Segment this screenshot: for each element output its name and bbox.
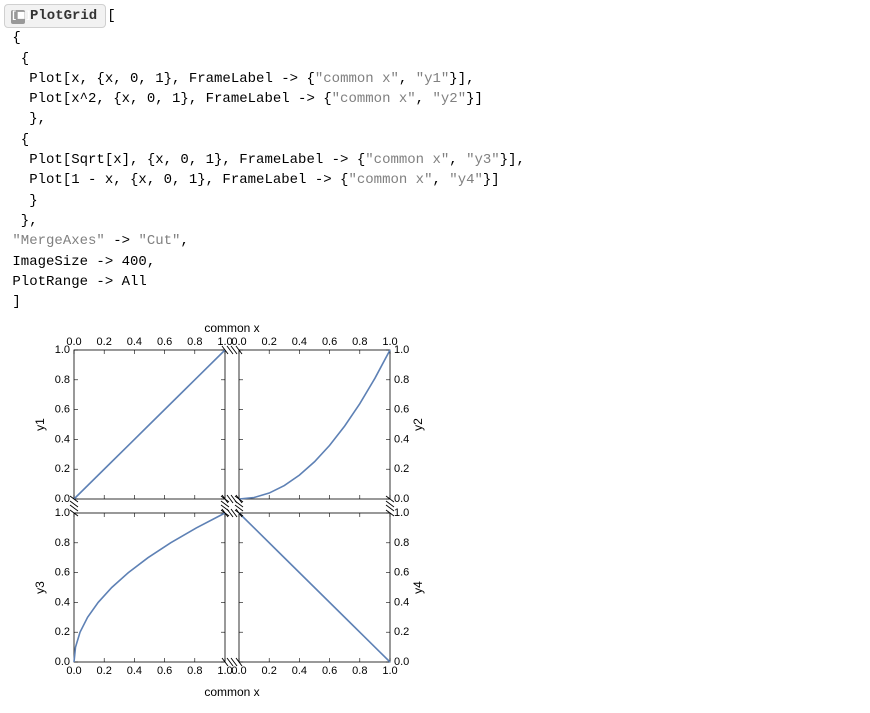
code-text: }], bbox=[500, 152, 525, 168]
code-string: "common x" bbox=[332, 91, 416, 107]
svg-text:0.0: 0.0 bbox=[55, 493, 70, 505]
svg-text:0.4: 0.4 bbox=[127, 665, 142, 677]
svg-text:0.4: 0.4 bbox=[394, 434, 409, 446]
svg-text:1.0: 1.0 bbox=[394, 507, 409, 519]
resource-function-box[interactable]: [◼] PlotGrid bbox=[4, 4, 106, 28]
code-string: "y3" bbox=[466, 152, 500, 168]
code-text: , bbox=[416, 91, 433, 107]
code-string: "common x" bbox=[348, 172, 432, 188]
svg-text:y1: y1 bbox=[33, 418, 47, 431]
code-string: "Cut" bbox=[138, 233, 180, 249]
code-text: Plot[x^2, {x, 0, 1}, FrameLabel -> { bbox=[4, 91, 332, 107]
svg-text:0.0: 0.0 bbox=[66, 665, 81, 677]
resource-tag-icon: [◼] bbox=[11, 10, 25, 24]
svg-text:0.8: 0.8 bbox=[394, 374, 409, 386]
svg-text:y2: y2 bbox=[411, 418, 425, 431]
svg-text:0.2: 0.2 bbox=[394, 464, 409, 476]
code-text: -> bbox=[105, 233, 139, 249]
svg-text:0.8: 0.8 bbox=[394, 537, 409, 549]
svg-text:0.2: 0.2 bbox=[97, 336, 112, 348]
code-text: { bbox=[4, 132, 29, 148]
svg-text:0.6: 0.6 bbox=[322, 665, 337, 677]
code-text: , bbox=[399, 71, 416, 87]
code-string: "y1" bbox=[416, 71, 450, 87]
code-string: "y2" bbox=[432, 91, 466, 107]
svg-text:1.0: 1.0 bbox=[217, 665, 232, 677]
code-text: , bbox=[432, 172, 449, 188]
code-string: "common x" bbox=[365, 152, 449, 168]
code-text: PlotRange -> All bbox=[4, 274, 147, 290]
svg-text:common x: common x bbox=[204, 685, 259, 699]
code-text: , bbox=[180, 233, 188, 249]
code-text: }, bbox=[4, 111, 46, 127]
svg-text:0.8: 0.8 bbox=[352, 665, 367, 677]
svg-text:0.6: 0.6 bbox=[322, 336, 337, 348]
resource-function-name: PlotGrid bbox=[30, 8, 97, 24]
code-text: } bbox=[4, 193, 38, 209]
code-string: "MergeAxes" bbox=[12, 233, 104, 249]
svg-text:0.0: 0.0 bbox=[394, 493, 409, 505]
svg-text:0.6: 0.6 bbox=[394, 404, 409, 416]
svg-text:0.8: 0.8 bbox=[187, 665, 202, 677]
svg-text:0.2: 0.2 bbox=[262, 665, 277, 677]
svg-text:0.6: 0.6 bbox=[394, 567, 409, 579]
svg-text:0.8: 0.8 bbox=[55, 374, 70, 386]
svg-text:common x: common x bbox=[204, 322, 259, 335]
output-plot: 0.00.20.40.60.81.00.00.20.40.60.81.00.00… bbox=[0, 316, 870, 713]
svg-text:0.6: 0.6 bbox=[55, 404, 70, 416]
svg-text:0.0: 0.0 bbox=[231, 336, 246, 348]
svg-text:0.4: 0.4 bbox=[292, 336, 307, 348]
svg-text:0.0: 0.0 bbox=[231, 665, 246, 677]
code-text: , bbox=[449, 152, 466, 168]
code-text: }, bbox=[4, 213, 38, 229]
svg-text:0.8: 0.8 bbox=[352, 336, 367, 348]
svg-text:0.2: 0.2 bbox=[55, 464, 70, 476]
code-text: ] bbox=[4, 294, 21, 310]
svg-text:0.2: 0.2 bbox=[262, 336, 277, 348]
svg-text:0.6: 0.6 bbox=[55, 567, 70, 579]
svg-text:y3: y3 bbox=[33, 581, 47, 594]
svg-text:0.6: 0.6 bbox=[157, 665, 172, 677]
code-text: Plot[Sqrt[x], {x, 0, 1}, FrameLabel -> { bbox=[4, 152, 365, 168]
svg-text:0.2: 0.2 bbox=[55, 627, 70, 639]
code-text: { bbox=[4, 51, 29, 67]
code-text: Plot[x, {x, 0, 1}, FrameLabel -> { bbox=[4, 71, 315, 87]
svg-text:1.0: 1.0 bbox=[382, 336, 397, 348]
svg-text:0.2: 0.2 bbox=[97, 665, 112, 677]
code-input-cell[interactable]: [◼] PlotGrid [ { { Plot[x, {x, 0, 1}, Fram… bbox=[0, 0, 870, 316]
svg-text:0.4: 0.4 bbox=[394, 597, 409, 609]
svg-text:0.2: 0.2 bbox=[394, 627, 409, 639]
code-string: "common x" bbox=[315, 71, 399, 87]
svg-text:1.0: 1.0 bbox=[55, 507, 70, 519]
svg-text:0.6: 0.6 bbox=[157, 336, 172, 348]
svg-text:0.8: 0.8 bbox=[55, 537, 70, 549]
svg-text:0.4: 0.4 bbox=[127, 336, 142, 348]
svg-text:0.8: 0.8 bbox=[187, 336, 202, 348]
svg-text:0.4: 0.4 bbox=[292, 665, 307, 677]
code-string: "y4" bbox=[449, 172, 483, 188]
svg-text:0.4: 0.4 bbox=[55, 597, 70, 609]
code-text: Plot[1 - x, {x, 0, 1}, FrameLabel -> { bbox=[4, 172, 348, 188]
svg-text:0.4: 0.4 bbox=[55, 434, 70, 446]
code-text: }] bbox=[466, 91, 483, 107]
svg-text:1.0: 1.0 bbox=[217, 336, 232, 348]
svg-text:0.0: 0.0 bbox=[66, 336, 81, 348]
code-text: ImageSize -> 400, bbox=[4, 254, 155, 270]
svg-text:y4: y4 bbox=[411, 581, 425, 594]
svg-text:1.0: 1.0 bbox=[382, 665, 397, 677]
code-text: { bbox=[4, 30, 21, 46]
code-text: [ bbox=[107, 8, 115, 24]
code-text: }] bbox=[483, 172, 500, 188]
plot-grid-svg: 0.00.20.40.60.81.00.00.20.40.60.81.00.00… bbox=[30, 322, 430, 702]
code-text: }], bbox=[449, 71, 474, 87]
